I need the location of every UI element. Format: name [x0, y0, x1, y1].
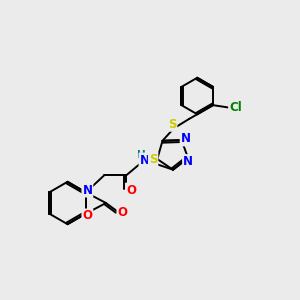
- Text: O: O: [82, 209, 92, 223]
- Text: N: N: [82, 184, 92, 196]
- Text: H: H: [136, 150, 146, 160]
- Text: N: N: [183, 155, 193, 168]
- Text: S: S: [168, 118, 176, 131]
- Text: N: N: [181, 132, 191, 146]
- Text: S: S: [149, 153, 158, 166]
- Text: O: O: [117, 206, 128, 219]
- Text: N: N: [140, 154, 149, 166]
- Text: O: O: [126, 184, 136, 196]
- Text: Cl: Cl: [229, 101, 242, 114]
